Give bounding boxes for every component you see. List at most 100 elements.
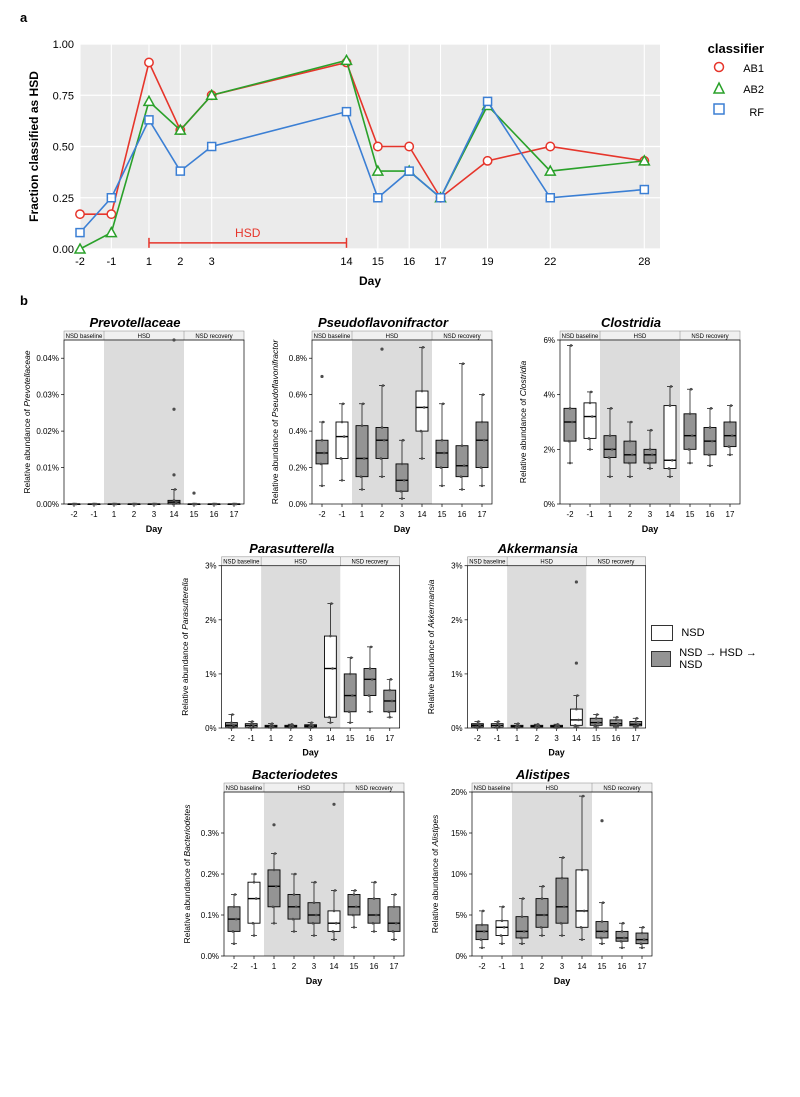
svg-text:2: 2	[289, 734, 293, 743]
svg-text:-1: -1	[493, 734, 501, 743]
svg-text:Clostridia: Clostridia	[601, 315, 661, 330]
legend-swatch-switch	[651, 651, 671, 667]
svg-text:0.01%: 0.01%	[36, 464, 59, 473]
svg-text:Alistipes: Alistipes	[515, 767, 570, 782]
svg-text:1: 1	[515, 734, 520, 743]
svg-text:NSD baseline: NSD baseline	[314, 334, 351, 340]
panel-a-legend: classifier AB1AB2RF	[702, 37, 770, 130]
svg-text:-1: -1	[498, 962, 506, 971]
svg-text:-1: -1	[106, 256, 116, 268]
svg-text:17: 17	[386, 734, 395, 743]
svg-text:NSD baseline: NSD baseline	[226, 786, 263, 792]
svg-text:HSD: HSD	[138, 334, 151, 340]
boxplot-clostridia: ClostridiaNSD baselineHSDNSD recovery0%2…	[516, 314, 746, 534]
panel-b-legend: NSD NSD → HSD → NSD	[651, 625, 772, 677]
svg-text:15: 15	[190, 510, 199, 519]
svg-text:22: 22	[544, 256, 556, 268]
svg-text:16: 16	[458, 510, 467, 519]
svg-text:0.6%: 0.6%	[289, 391, 307, 400]
svg-text:Day: Day	[394, 524, 411, 534]
svg-text:NSD recovery: NSD recovery	[691, 334, 728, 340]
svg-text:0.25: 0.25	[53, 193, 74, 205]
svg-text:0.0%: 0.0%	[289, 500, 307, 509]
svg-text:14: 14	[330, 962, 339, 971]
svg-text:3: 3	[312, 962, 317, 971]
svg-text:NSD baseline: NSD baseline	[562, 334, 599, 340]
boxplot-alistipes: AlistipesNSD baselineHSDNSD recovery0%5%…	[428, 766, 658, 986]
svg-text:Day: Day	[642, 524, 659, 534]
svg-text:-1: -1	[586, 510, 594, 519]
svg-text:1.00: 1.00	[53, 39, 74, 51]
svg-text:NSD recovery: NSD recovery	[352, 560, 389, 566]
svg-text:2%: 2%	[451, 616, 462, 625]
svg-text:3: 3	[209, 256, 215, 268]
svg-text:15: 15	[372, 256, 384, 268]
svg-text:15: 15	[686, 510, 695, 519]
svg-text:14: 14	[666, 510, 675, 519]
svg-text:14: 14	[340, 256, 352, 268]
svg-text:14: 14	[578, 962, 587, 971]
svg-text:0.2%: 0.2%	[289, 464, 307, 473]
svg-text:Relative abundance of Pseudofl: Relative abundance of Pseudoflavonifract…	[270, 339, 280, 505]
svg-text:-1: -1	[248, 734, 256, 743]
panel-a-label: a	[20, 10, 780, 25]
svg-text:3: 3	[152, 510, 157, 519]
svg-text:20%: 20%	[451, 788, 467, 797]
svg-text:1: 1	[608, 510, 613, 519]
svg-text:16: 16	[611, 734, 620, 743]
svg-text:1%: 1%	[205, 670, 216, 679]
svg-text:14: 14	[572, 734, 581, 743]
svg-text:-2: -2	[75, 256, 85, 268]
svg-text:Day: Day	[554, 976, 571, 986]
svg-text:2: 2	[380, 510, 385, 519]
svg-text:-2: -2	[318, 510, 326, 519]
svg-text:NSD baseline: NSD baseline	[66, 334, 103, 340]
svg-text:0.00: 0.00	[53, 244, 74, 256]
boxplot-prevotellaceae: PrevotellaceaeNSD baselineHSDNSD recover…	[20, 314, 250, 534]
svg-text:0.4%: 0.4%	[289, 427, 307, 436]
svg-text:0.04%: 0.04%	[36, 354, 59, 363]
svg-text:2%: 2%	[205, 616, 216, 625]
svg-text:17: 17	[230, 510, 239, 519]
svg-text:NSD recovery: NSD recovery	[603, 786, 640, 792]
svg-text:-2: -2	[566, 510, 574, 519]
svg-text:0.1%: 0.1%	[201, 911, 219, 920]
svg-text:Day: Day	[146, 524, 163, 534]
boxplot-parasutterella: ParasutterellaNSD baselineHSDNSD recover…	[178, 540, 406, 760]
boxplot-bacteriodetes: BacteriodetesNSD baselineHSDNSD recovery…	[180, 766, 410, 986]
panel-b-label: b	[20, 293, 780, 308]
svg-text:Parasutterella: Parasutterella	[250, 541, 335, 556]
svg-text:2: 2	[534, 734, 538, 743]
svg-text:Relative abundance of Parasutt: Relative abundance of Parasutterella	[180, 578, 190, 716]
svg-text:17: 17	[434, 256, 446, 268]
svg-text:1: 1	[272, 962, 277, 971]
svg-text:2: 2	[132, 510, 137, 519]
svg-text:17: 17	[478, 510, 487, 519]
svg-text:NSD recovery: NSD recovery	[355, 786, 392, 792]
svg-text:1: 1	[146, 256, 152, 268]
svg-text:0%: 0%	[205, 724, 216, 733]
svg-text:16: 16	[366, 734, 375, 743]
svg-text:HSD: HSD	[540, 560, 553, 566]
svg-text:Fraction classified as HSD: Fraction classified as HSD	[27, 71, 41, 222]
svg-text:Day: Day	[359, 274, 381, 288]
svg-text:Bacteriodetes: Bacteriodetes	[252, 767, 338, 782]
svg-text:HSD: HSD	[386, 334, 399, 340]
svg-text:NSD baseline: NSD baseline	[224, 560, 261, 566]
svg-text:28: 28	[638, 256, 650, 268]
svg-text:Day: Day	[306, 976, 323, 986]
boxplot-pseudoflavonifractor: PseudoflavonifractorNSD baselineHSDNSD r…	[268, 314, 498, 534]
svg-text:-2: -2	[230, 962, 238, 971]
svg-text:16: 16	[403, 256, 415, 268]
svg-text:2: 2	[177, 256, 183, 268]
svg-text:0.3%: 0.3%	[201, 829, 219, 838]
svg-text:0.03%: 0.03%	[36, 391, 59, 400]
legend-title: classifier	[708, 41, 764, 56]
svg-text:17: 17	[726, 510, 735, 519]
svg-text:1: 1	[112, 510, 117, 519]
svg-text:2: 2	[628, 510, 633, 519]
svg-text:NSD baseline: NSD baseline	[474, 786, 511, 792]
svg-text:0%: 0%	[543, 500, 555, 509]
svg-text:1: 1	[520, 962, 525, 971]
svg-text:3: 3	[309, 734, 314, 743]
